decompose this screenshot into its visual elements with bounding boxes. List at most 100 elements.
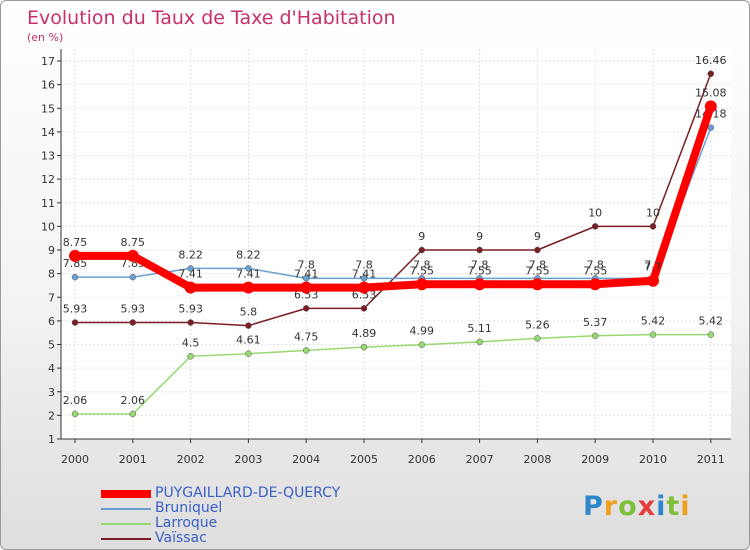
data-point-puygaillard-de-quercy [242,281,255,294]
data-label-va-ssac: 6.53 [294,288,319,301]
x-tick-label: 2002 [177,453,205,466]
x-tick-label: 2010 [639,453,667,466]
data-label-bruniquel: 7.8 [529,258,547,271]
data-label-puygaillard-de-quercy: 15.08 [695,86,727,99]
data-label-bruniquel: 7.8 [355,258,373,271]
legend-swatch-vaissac [101,538,151,540]
data-point-larroque [187,353,194,360]
data-label-va-ssac: 5.93 [178,303,203,316]
data-point-va-ssac [649,223,657,230]
data-label-bruniquel: 7.8 [413,258,431,271]
data-label-bruniquel: 8.22 [236,248,261,261]
data-label-bruniquel: 7.8 [297,258,315,271]
legend-swatch-puygaillard [101,490,151,498]
data-label-puygaillard-de-quercy: 7.55 [410,264,435,277]
data-point-puygaillard-de-quercy [647,274,659,287]
data-point-puygaillard-de-quercy [589,278,602,291]
x-tick-label: 2000 [61,453,89,466]
data-point-puygaillard-de-quercy [531,278,544,291]
y-tick-label: 12 [41,173,55,186]
data-label-puygaillard-de-quercy: 7.55 [583,264,608,277]
y-tick-label: 15 [41,102,55,115]
data-label-bruniquel: 7.8 [471,258,489,271]
data-point-va-ssac [591,223,599,230]
x-tick-label: 2006 [408,453,436,466]
legend-swatch-bruniquel [101,508,151,510]
data-label-va-ssac: 9 [418,230,425,243]
data-label-va-ssac: 5.93 [121,303,146,316]
data-point-puygaillard-de-quercy [300,281,313,294]
data-label-larroque: 2.06 [63,394,88,407]
data-point-va-ssac [302,305,310,312]
data-label-larroque: 4.5 [182,336,200,349]
data-label-larroque: 5.42 [699,315,724,328]
x-tick-label: 2003 [234,453,262,466]
data-point-va-ssac [534,246,541,254]
data-point-larroque [71,410,79,418]
y-tick-label: 5 [48,339,55,352]
data-point-puygaillard-de-quercy [473,278,486,291]
data-point-puygaillard-de-quercy [358,281,370,294]
data-point-va-ssac [245,322,252,329]
data-point-larroque [129,410,137,418]
legend-label-vaissac: Vaïssac [155,530,207,546]
data-point-larroque [591,332,599,340]
legend-swatch-larroque [101,523,151,525]
y-tick-label: 10 [41,220,55,233]
data-point-larroque [302,347,310,354]
data-label-puygaillard-de-quercy: 7.55 [467,264,492,277]
series-line-larroque [74,333,712,415]
data-label-larroque: 2.06 [121,394,146,407]
data-point-larroque [476,338,483,346]
data-point-puygaillard-de-quercy [184,281,197,294]
data-label-puygaillard-de-quercy: 7.7 [644,261,662,274]
y-tick-label: 2 [48,409,55,422]
data-point-larroque [534,335,541,342]
data-label-larroque: 4.99 [410,325,435,338]
data-label-va-ssac: 10 [588,206,602,219]
data-point-bruniquel [707,124,715,131]
data-label-puygaillard-de-quercy: 8.75 [121,236,146,249]
data-label-larroque: 4.61 [236,334,261,347]
legend-label-puygaillard: PUYGAILLARD-DE-QUERCY [155,485,341,501]
y-tick-label: 4 [48,362,55,375]
data-label-larroque: 5.42 [641,315,666,328]
data-label-larroque: 5.11 [467,322,492,335]
x-tick-label: 2011 [697,453,725,466]
data-label-bruniquel: 8.22 [178,248,203,261]
data-point-puygaillard-de-quercy [69,249,81,262]
y-tick-label: 3 [48,386,55,399]
series-line-puygaillard-de-quercy [71,102,715,292]
data-label-larroque: 4.89 [352,327,377,340]
data-label-puygaillard-de-quercy: 7.41 [352,268,377,281]
data-label-puygaillard-de-quercy: 7.41 [294,268,319,281]
y-tick-label: 6 [48,315,55,328]
data-label-puygaillard-de-quercy: 8.75 [63,236,88,249]
data-point-va-ssac [187,319,194,326]
data-label-larroque: 4.75 [294,330,319,343]
x-tick-label: 2007 [466,453,494,466]
data-label-va-ssac: 10 [646,206,660,219]
data-label-bruniquel: 7.8 [586,258,604,271]
data-point-bruniquel [187,265,194,272]
data-label-larroque: 5.26 [525,318,550,331]
data-point-larroque [649,331,657,338]
legend-label-bruniquel: Bruniquel [155,500,223,516]
x-tick-label: 2004 [292,453,320,466]
data-point-va-ssac [476,246,483,254]
data-point-larroque [245,350,252,357]
y-tick-label: 9 [48,244,55,257]
data-label-va-ssac: 16.46 [695,54,727,67]
data-point-bruniquel [245,265,252,272]
data-point-va-ssac [129,319,137,326]
data-label-bruniquel: 7.85 [63,257,88,270]
data-point-larroque [707,331,715,338]
y-tick-label: 16 [41,79,55,92]
data-label-va-ssac: 9 [476,230,483,243]
data-point-bruniquel [129,273,137,281]
x-tick-label: 2005 [350,453,378,466]
x-tick-label: 2009 [581,453,609,466]
y-tick-label: 1 [48,433,55,446]
